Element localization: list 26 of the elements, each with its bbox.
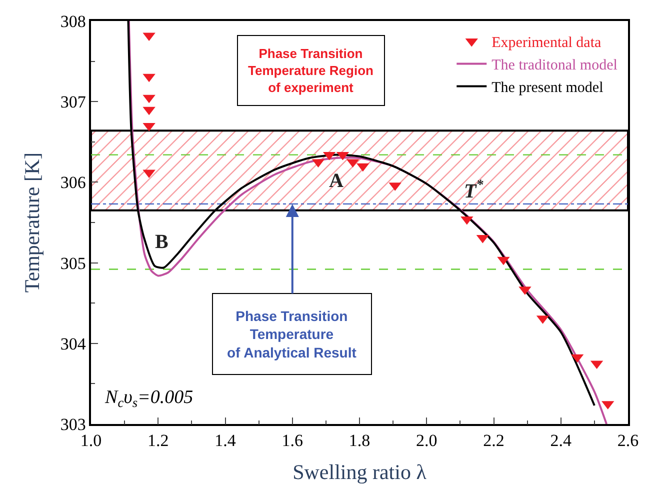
x-tick-label: 2.4 — [550, 431, 572, 450]
annotation: A — [329, 170, 344, 192]
y-tick-label: 307 — [60, 92, 86, 112]
x-tick-label: 2.0 — [416, 431, 438, 450]
annotation: B — [155, 231, 168, 253]
annotation: Phase Transition Temperature Region of experiment — [248, 46, 374, 95]
y-tick-label: 306 — [60, 173, 86, 192]
x-tick-label: 1.6 — [282, 431, 304, 450]
x-tick-label: 1.8 — [348, 431, 370, 450]
x-tick-label: 2.6 — [617, 431, 639, 450]
annotation: N$_{c}$υ$_{s}$=0.005 — [104, 387, 194, 410]
legend-label: The present model — [492, 80, 604, 96]
y-tick-label: 308 — [60, 12, 86, 31]
annotation: T$^{*}$ — [464, 178, 484, 202]
x-axis-title: Swelling ratio λ — [292, 460, 428, 484]
y-axis-title: Temperature [K] — [20, 152, 44, 293]
x-tick-label: 2.2 — [483, 431, 504, 450]
annotation: Phase Transition Temperature of Analytical Result — [227, 308, 357, 360]
y-tick-label: 303 — [60, 414, 86, 434]
x-tick-label: 1.2 — [148, 431, 169, 450]
y-tick-label: 304 — [60, 334, 86, 354]
x-tick-label: 1.4 — [214, 431, 236, 450]
y-tick-label: 305 — [60, 254, 86, 273]
legend-label: Experimental data — [492, 35, 602, 52]
legend-label: The traditonal model — [492, 58, 618, 74]
x-tick-label: 1.0 — [80, 431, 102, 450]
